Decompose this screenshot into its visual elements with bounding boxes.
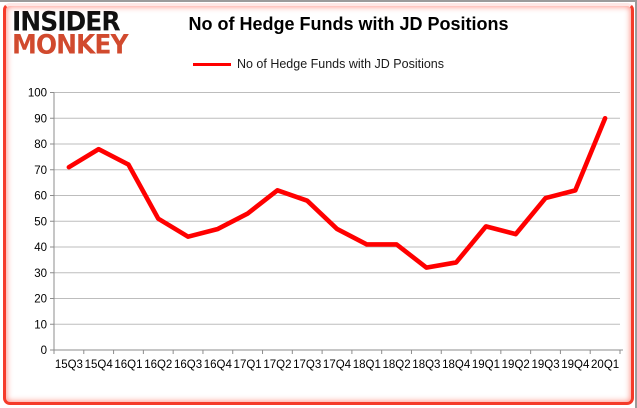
- y-axis-label: 90: [34, 113, 47, 125]
- y-axis-label: 50: [34, 216, 47, 228]
- y-axis-label: 40: [34, 242, 47, 254]
- x-axis-label: 20Q1: [591, 359, 619, 371]
- y-axis-label: 20: [34, 294, 47, 306]
- y-axis-label: 70: [34, 165, 47, 177]
- x-axis-label: 17Q1: [234, 359, 262, 371]
- y-axis-label: 100: [28, 88, 47, 100]
- chart-title: No of Hedge Funds with JD Positions: [188, 14, 509, 34]
- legend-label: No of Hedge Funds with JD Positions: [236, 57, 445, 71]
- x-axis-label: 15Q3: [55, 359, 83, 371]
- y-axis-label: 0: [41, 345, 47, 357]
- x-axis-label: 19Q4: [561, 359, 590, 371]
- y-axis-label: 80: [34, 139, 47, 151]
- x-axis-label: 18Q2: [383, 359, 411, 371]
- y-axis-label: 30: [34, 268, 47, 280]
- x-axis-label: 18Q4: [442, 359, 471, 371]
- y-axis-label: 10: [34, 319, 47, 331]
- x-axis-label: 19Q1: [472, 359, 500, 371]
- series-line-hedge-funds: [66, 115, 608, 270]
- x-axis-label: 15Q4: [85, 359, 114, 371]
- legend-line-swatch: [192, 62, 231, 66]
- insider-monkey-logo: INSIDER MONKEY: [12, 6, 129, 60]
- x-axis-label: 16Q4: [204, 359, 233, 371]
- x-axis-label: 19Q2: [502, 359, 530, 371]
- x-axis-label: 17Q3: [293, 359, 321, 371]
- x-axis-label: 16Q2: [144, 359, 172, 371]
- x-axis-label: 18Q1: [353, 359, 381, 371]
- x-axis-label: 19Q3: [531, 359, 559, 371]
- x-axis-label: 16Q1: [114, 359, 142, 371]
- x-axis-label: 17Q2: [263, 359, 291, 371]
- y-axis-label: 60: [34, 191, 47, 203]
- logo-insider-text: INSIDER: [12, 6, 121, 37]
- logo-monkey-text: MONKEY: [12, 29, 129, 60]
- chart-legend: No of Hedge Funds with JD Positions: [0, 57, 637, 71]
- x-axis-label: 16Q3: [174, 359, 202, 371]
- x-axis-label: 18Q3: [412, 359, 440, 371]
- x-axis-label: 17Q4: [323, 359, 352, 371]
